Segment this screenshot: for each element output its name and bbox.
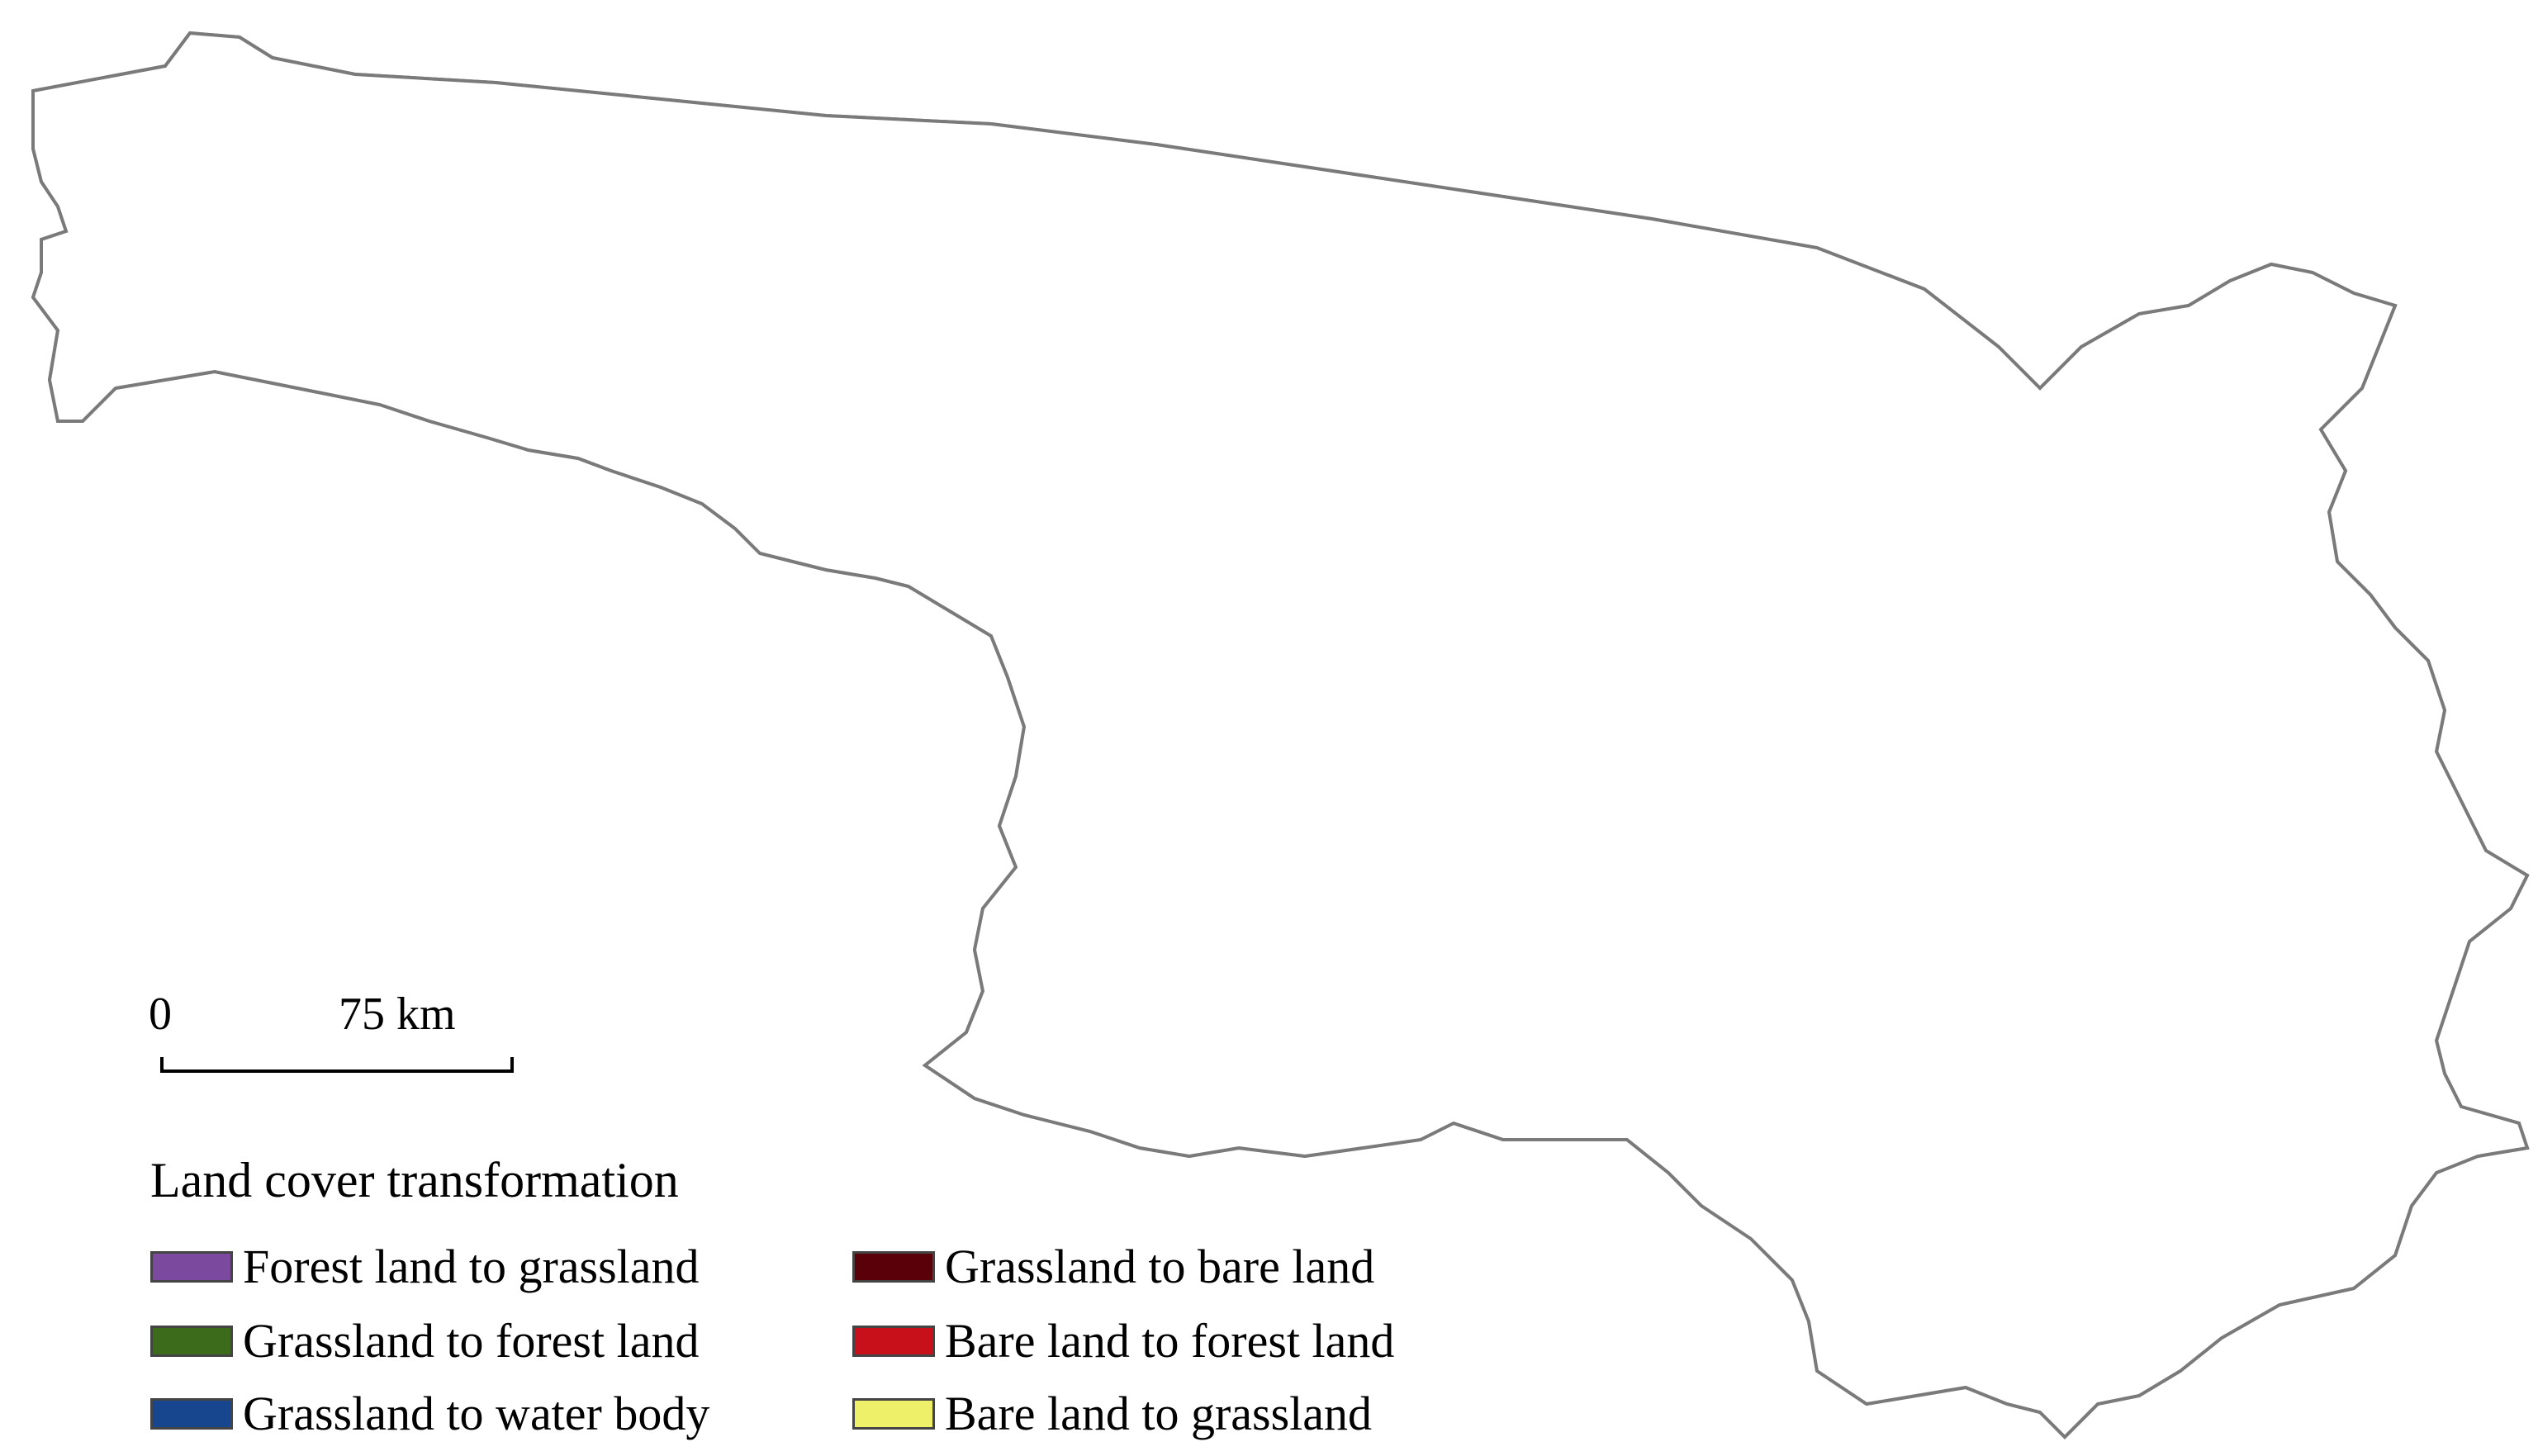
legend-label: Bare land to forest land <box>945 1309 1394 1373</box>
scale-bar: 0 75 km <box>149 991 514 1090</box>
scale-tick-left <box>160 1057 164 1073</box>
legend-swatch <box>852 1251 935 1283</box>
legend-swatch <box>150 1326 233 1357</box>
legend-label: Bare land to grassland <box>945 1382 1372 1446</box>
scale-line <box>160 1069 514 1073</box>
legend-label: Grassland to bare land <box>945 1235 1374 1299</box>
legend-swatch <box>150 1251 233 1283</box>
scale-zero-label: 0 <box>149 991 172 1037</box>
legend-label: Grassland to water body <box>243 1382 709 1446</box>
legend-label: Grassland to forest land <box>243 1309 699 1373</box>
legend-swatch <box>852 1398 935 1430</box>
scale-max-label: 75 km <box>339 991 456 1037</box>
legend-title: Land cover transformation <box>150 1152 679 1209</box>
legend: Land cover transformation Forest land to… <box>150 1152 1554 1449</box>
scale-tick-right <box>510 1057 514 1073</box>
legend-swatch <box>150 1398 233 1430</box>
legend-items: Forest land to grassland Grassland to fo… <box>150 1235 1554 1449</box>
legend-swatch <box>852 1326 935 1357</box>
legend-label: Forest land to grassland <box>243 1235 700 1299</box>
